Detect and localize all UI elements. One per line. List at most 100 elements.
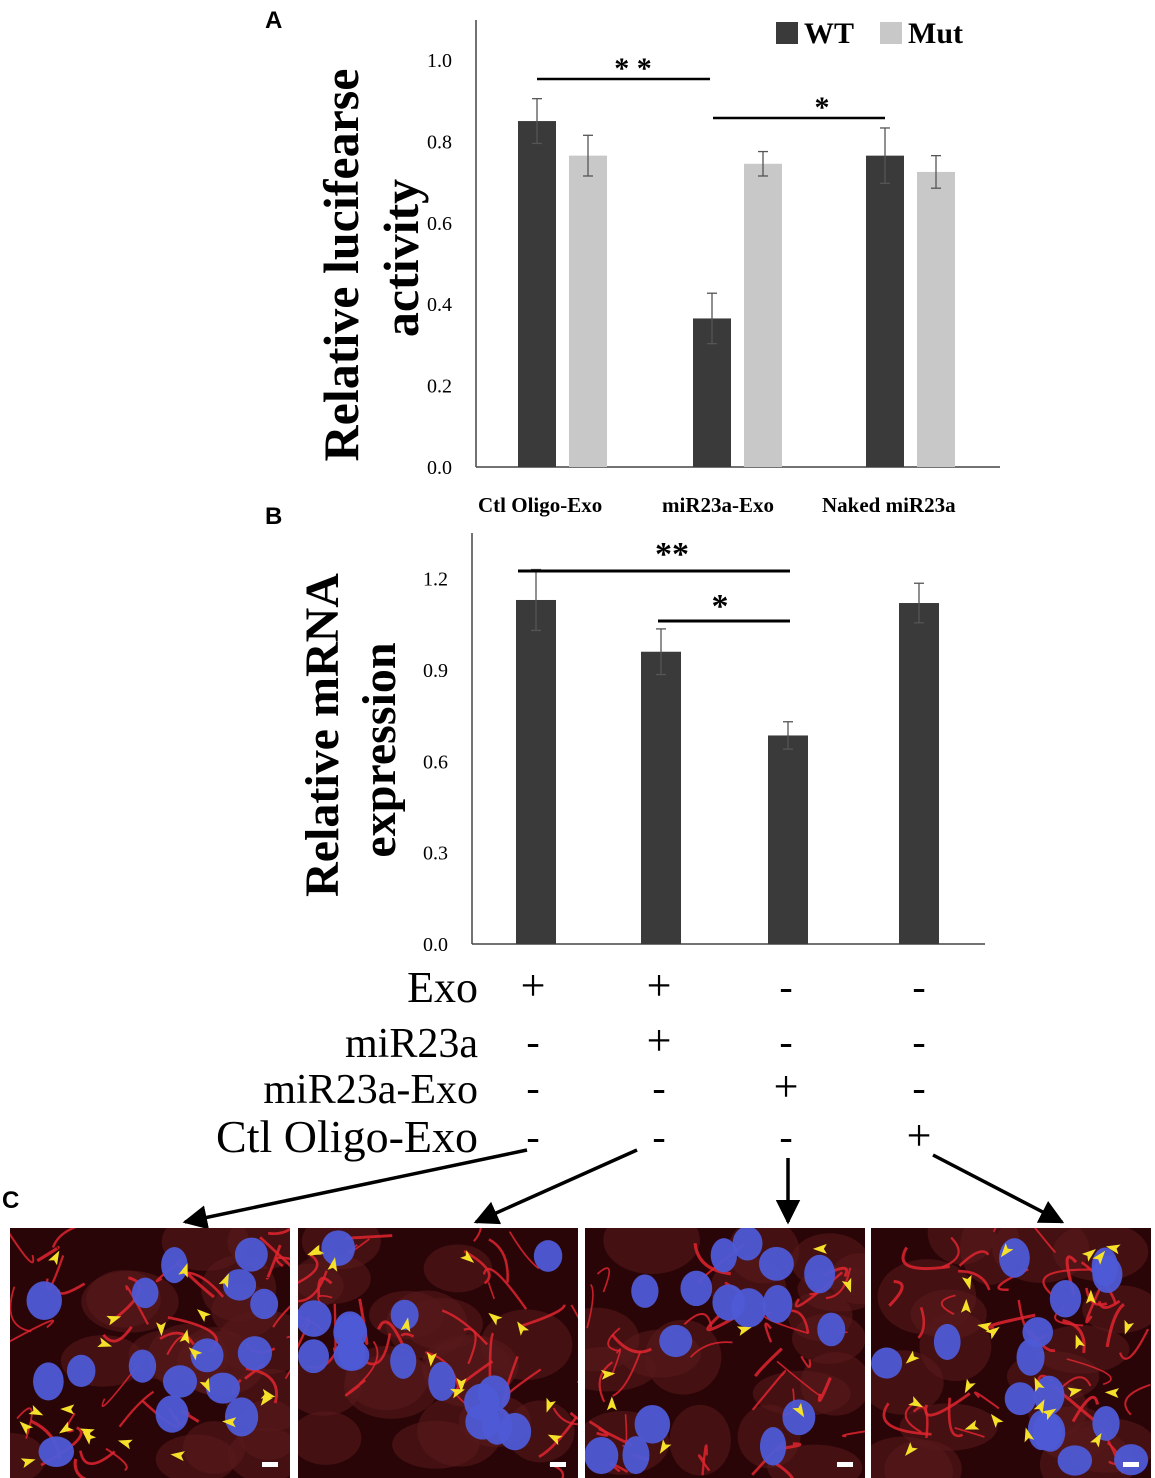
condition-mark: + xyxy=(647,961,672,1010)
panel-a-bars xyxy=(518,98,955,468)
panel-b-ytick-label: 1.2 xyxy=(423,569,448,591)
cell-junction xyxy=(265,1244,282,1280)
nucleus xyxy=(1049,1280,1082,1318)
nucleus xyxy=(1016,1338,1045,1376)
micrograph xyxy=(298,1228,578,1478)
arrowhead-marker xyxy=(260,1388,276,1399)
panel-a-ytick-label: 0.8 xyxy=(427,131,452,153)
nucleus xyxy=(782,1399,816,1436)
micrograph-content xyxy=(871,1228,1151,1478)
cell-junction xyxy=(942,1236,960,1269)
condition-mark: + xyxy=(521,961,546,1010)
panel-a-legend-swatch xyxy=(776,22,798,44)
cell-junction xyxy=(791,1309,810,1334)
cell-body xyxy=(343,1354,439,1419)
cell-junction xyxy=(441,1309,489,1346)
arrowhead-marker xyxy=(985,1326,1000,1340)
condition-mark: + xyxy=(647,1016,672,1065)
cell-junction xyxy=(888,1279,904,1307)
nucleus xyxy=(817,1312,846,1347)
cell-junction xyxy=(825,1267,852,1300)
cell-junction xyxy=(693,1242,731,1276)
condition-mark: - xyxy=(779,1019,792,1064)
panel-a-bar xyxy=(917,171,955,468)
nucleus xyxy=(33,1362,64,1401)
cell-junction xyxy=(596,1267,611,1293)
panel-b-significance-star: * xyxy=(712,588,729,625)
nucleus xyxy=(205,1372,241,1404)
cell-junction xyxy=(521,1304,566,1328)
arrowhead-marker xyxy=(199,1377,210,1393)
panel-b-ytick-label: 0.9 xyxy=(423,660,448,682)
nucleus xyxy=(131,1277,159,1309)
cell-junction xyxy=(552,1407,578,1426)
nucleus xyxy=(1092,1255,1123,1294)
panel-a-label: A xyxy=(265,7,282,34)
cell-junction xyxy=(901,1246,951,1271)
cell-junction xyxy=(400,1332,415,1338)
cell-junction xyxy=(298,1252,319,1284)
panel-a-category-labels: Ctl Oligo-Exo miR23a-Exo Naked miR23a xyxy=(478,493,956,517)
panel-a-ytick-label: 0.6 xyxy=(427,213,452,235)
cell-junction xyxy=(622,1414,628,1448)
nucleus xyxy=(871,1347,903,1379)
nucleus xyxy=(680,1270,713,1307)
cell-junction xyxy=(612,1350,642,1397)
cell-junction xyxy=(508,1231,540,1270)
arrowhead-marker xyxy=(1033,1399,1045,1414)
nucleus xyxy=(710,1238,738,1273)
panel-b-ytick-label: 0.3 xyxy=(423,843,448,865)
panel-a-legend-label: Mut xyxy=(908,17,963,50)
cell-body xyxy=(877,1259,977,1335)
cell-junction xyxy=(487,1280,496,1300)
arrowhead-marker xyxy=(908,1396,924,1408)
arrowhead-marker xyxy=(178,1263,188,1278)
nucleus xyxy=(26,1281,62,1320)
nucleus xyxy=(759,1426,787,1466)
cell-junction xyxy=(118,1390,155,1428)
nucleus xyxy=(758,1246,794,1281)
panel-b-bar xyxy=(768,735,808,944)
cell-junction xyxy=(1033,1228,1056,1253)
panel-a-significance-star: * * xyxy=(614,52,652,85)
cell-junction xyxy=(1124,1383,1151,1416)
cell-junction xyxy=(754,1347,783,1378)
nucleus xyxy=(762,1284,793,1324)
arrowhead-marker xyxy=(659,1439,672,1454)
cell-junction xyxy=(586,1283,594,1329)
cell-junction xyxy=(764,1322,773,1343)
panel-b-ytick-label: 0.0 xyxy=(423,934,448,956)
arrowhead-marker xyxy=(600,1369,616,1380)
cell-junction xyxy=(332,1303,337,1354)
panel-a-ytick-label: 0.2 xyxy=(427,376,452,398)
cell-junction xyxy=(102,1325,133,1343)
arrowhead-marker xyxy=(460,1250,475,1263)
nucleus xyxy=(250,1288,279,1320)
nucleus xyxy=(631,1274,659,1308)
arrowhead-marker xyxy=(606,1396,617,1411)
panel-a-category-label: Naked miR23a xyxy=(822,493,956,517)
cell-junction xyxy=(800,1355,812,1368)
cell-junction xyxy=(36,1245,60,1263)
cell-junction xyxy=(992,1228,997,1233)
micrograph-content xyxy=(585,1228,865,1478)
panel-a-category-label: Ctl Oligo-Exo xyxy=(478,493,602,517)
arrowhead-marker xyxy=(179,1329,190,1344)
arrowhead-marker xyxy=(841,1277,852,1293)
cell-junction xyxy=(954,1426,985,1438)
condition-mark: - xyxy=(912,964,925,1009)
panel-a-bar xyxy=(518,121,556,468)
nucleus xyxy=(999,1238,1030,1278)
arrowhead-marker xyxy=(1105,1244,1121,1255)
panel-a-significance: * * * xyxy=(537,52,885,124)
nucleus xyxy=(66,1354,96,1387)
cell-junction xyxy=(473,1228,482,1242)
arrowhead-marker xyxy=(905,1442,918,1457)
arrowhead-marker xyxy=(1090,1432,1102,1448)
panel-b-label: B xyxy=(265,503,282,530)
cell-body xyxy=(603,1228,701,1275)
cell-junction xyxy=(275,1256,290,1268)
arrowhead-marker xyxy=(1024,1427,1035,1443)
cell-junction xyxy=(588,1420,609,1437)
cell-junction xyxy=(1118,1328,1150,1360)
